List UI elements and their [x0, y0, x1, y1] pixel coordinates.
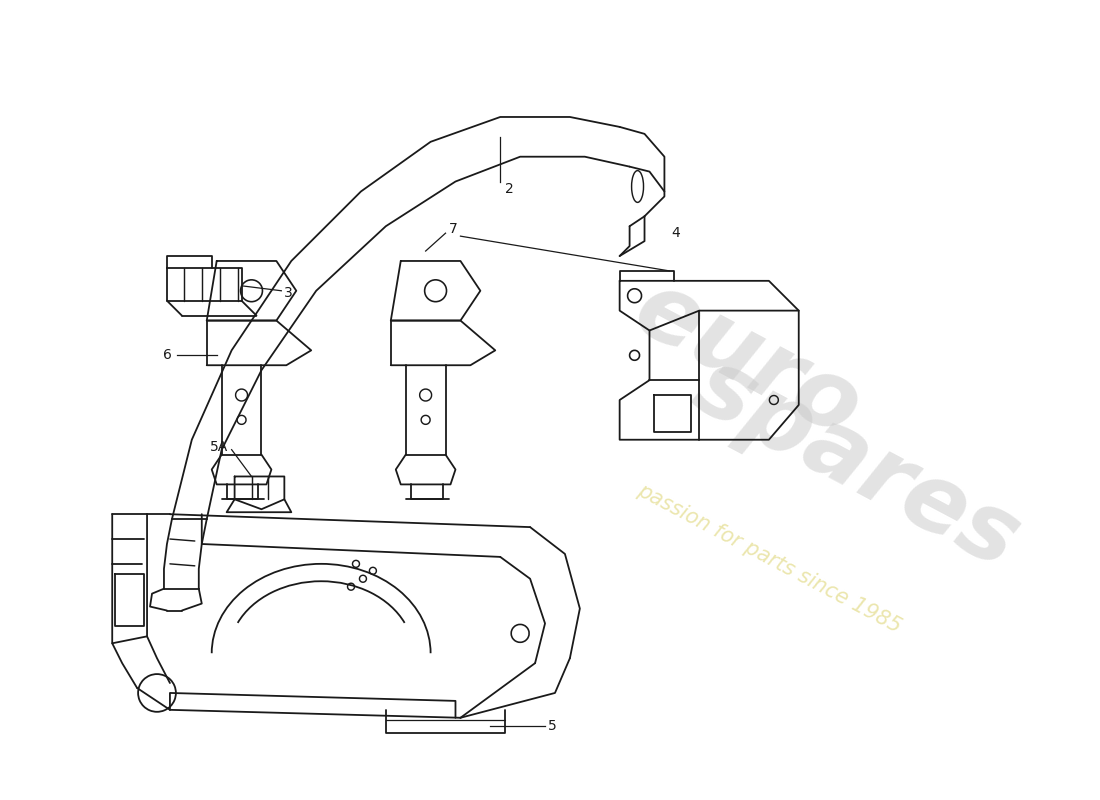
Text: 4: 4	[671, 226, 680, 240]
Text: euro: euro	[618, 262, 876, 458]
Text: passion for parts since 1985: passion for parts since 1985	[634, 481, 904, 637]
Text: 5A: 5A	[210, 440, 229, 454]
Text: 5: 5	[548, 718, 557, 733]
Text: 6: 6	[163, 348, 172, 362]
Text: 7: 7	[449, 222, 458, 236]
Text: 2: 2	[505, 182, 514, 197]
Text: 3: 3	[284, 286, 293, 300]
Text: spares: spares	[679, 340, 1035, 587]
